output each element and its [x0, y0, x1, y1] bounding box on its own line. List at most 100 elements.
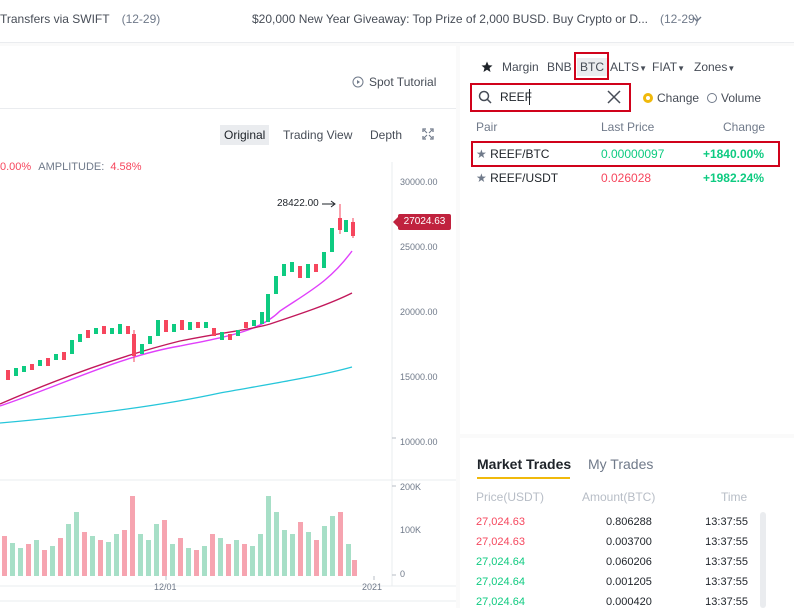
sort-volume-label: Volume: [721, 91, 762, 105]
trade-price: 27,024.64: [476, 596, 525, 608]
trade-price: 27,024.63: [476, 516, 525, 528]
announcement-link-1[interactable]: Transfers via SWIFT (12-29): [0, 12, 160, 26]
spot-tutorial-link[interactable]: Spot Tutorial: [352, 75, 436, 89]
trade-time: 13:37:55: [705, 556, 748, 568]
tab-original[interactable]: Original: [220, 125, 270, 145]
highlight-box: [471, 141, 780, 167]
trade-time: 13:37:55: [705, 596, 748, 608]
pair-last-price: 0.00000097: [601, 147, 665, 161]
radio-selected-icon: [643, 93, 653, 103]
last-price-tag: 27024.63: [393, 214, 451, 230]
pair-change: +1982.24%: [702, 171, 764, 185]
highlight-box: [470, 83, 631, 112]
text-cursor: [529, 89, 530, 105]
radio-unselected-icon: [707, 93, 717, 103]
play-circle-icon: [352, 76, 364, 88]
caret-down-icon: ▼: [639, 64, 648, 73]
trade-row: 27,024.63 0.806288 13:37:55: [476, 516, 748, 528]
ma99-line: [0, 366, 353, 424]
tab-trading-view[interactable]: Trading View: [283, 128, 353, 142]
trade-price: 27,024.64: [476, 556, 525, 568]
star-icon[interactable]: ★: [476, 171, 487, 185]
active-tab-indicator: [477, 477, 570, 479]
trade-row: 27,024.64 0.060206 13:37:55: [476, 556, 748, 568]
price-axis-label: 20000.00: [400, 307, 438, 317]
amplitude-label: AMPLITUDE:: [38, 161, 105, 173]
segment-bnb[interactable]: BNB: [547, 60, 572, 74]
high-arrow: [330, 200, 336, 208]
segment-fiat[interactable]: FIAT▼: [652, 60, 685, 74]
announcement-link-2[interactable]: $20,000 New Year Giveaway: Top Prize of …: [252, 12, 699, 26]
tab-market-trades[interactable]: Market Trades: [477, 456, 572, 472]
column-pair[interactable]: Pair: [476, 120, 498, 134]
column-amount: Amount(BTC): [582, 490, 656, 504]
volume-axis-label: 100K: [400, 525, 422, 535]
star-icon[interactable]: ★: [476, 147, 487, 161]
announcement-text: $20,000 New Year Giveaway: Top Prize of …: [252, 12, 648, 26]
pair-change: +1840.00%: [702, 147, 764, 161]
price-axis-label: 10000.00: [400, 437, 438, 447]
spot-tutorial-label: Spot Tutorial: [369, 75, 437, 89]
search-input[interactable]: REEF: [500, 90, 533, 104]
pair-name: REEF/USDT: [490, 171, 559, 185]
trade-amount: 0.060206: [606, 556, 652, 568]
segment-btc[interactable]: BTC: [577, 58, 607, 76]
trade-time: 13:37:55: [705, 516, 748, 528]
pair-name: REEF/BTC: [490, 147, 550, 161]
column-time: Time: [721, 490, 748, 504]
trades-panel: [460, 438, 794, 608]
trade-row: 27,024.63 0.003700 13:37:55: [476, 536, 748, 548]
column-change[interactable]: Change: [723, 120, 766, 134]
column-last-price[interactable]: Last Price: [601, 120, 655, 134]
sort-change-radio[interactable]: Change: [643, 91, 699, 105]
star-icon[interactable]: [481, 61, 493, 73]
segment-alts-label: ALTS: [610, 60, 640, 74]
fullscreen-icon[interactable]: [422, 128, 434, 140]
column-price: Price(USDT): [476, 490, 544, 504]
trades-scrollbar[interactable]: [760, 512, 766, 608]
search-icon: [478, 90, 492, 104]
announcement-date: (12-29): [121, 12, 161, 26]
trade-amount: 0.806288: [606, 516, 652, 528]
time-axis-label: 2021: [362, 582, 383, 592]
caret-down-icon: ▼: [727, 64, 736, 73]
pair-last-price: 0.026028: [601, 171, 652, 185]
announcement-date: (12-29): [659, 12, 699, 26]
sort-change-label: Change: [657, 91, 700, 105]
price-axis-label: 25000.00: [400, 242, 438, 252]
candlestick-chart[interactable]: [0, 46, 456, 608]
tab-depth[interactable]: Depth: [370, 128, 403, 142]
volume-axis-label: 200K: [400, 482, 422, 492]
stats-line: 0.00% AMPLITUDE: 4.58%: [0, 161, 142, 173]
segment-margin[interactable]: Margin: [502, 60, 539, 74]
segment-zones-label: Zones: [694, 60, 728, 74]
amplitude-value: 4.58%: [110, 161, 142, 173]
pair-row[interactable]: ★ REEF/USDT 0.026028 +1982.24%: [476, 171, 766, 185]
trade-amount: 0.000420: [606, 596, 652, 608]
price-axis-label: 30000.00: [400, 177, 438, 187]
announcement-bar: Transfers via SWIFT (12-29) $20,000 New Y…: [0, 0, 794, 43]
trade-row: 27,024.64 0.001205 13:37:55: [476, 576, 748, 588]
trade-price: 27,024.64: [476, 576, 525, 588]
trade-amount: 0.001205: [606, 576, 652, 588]
trade-row: 27,024.64 0.000420 13:37:55: [476, 596, 748, 608]
trade-time: 13:37:55: [705, 576, 748, 588]
sort-volume-radio[interactable]: Volume: [707, 91, 761, 105]
time-axis-label: 12/01: [154, 582, 177, 592]
divider: [0, 108, 456, 109]
segment-fiat-label: FIAT: [652, 60, 678, 74]
clear-icon[interactable]: [607, 90, 621, 104]
pair-row[interactable]: ★ REEF/BTC 0.00000097 +1840.00%: [476, 147, 766, 161]
chevron-down-icon[interactable]: [690, 12, 704, 26]
volume-axis-label: 0: [400, 569, 406, 579]
trade-price: 27,024.63: [476, 536, 525, 548]
high-price-annotation: 28422.00: [277, 198, 319, 209]
price-axis-label: 15000.00: [400, 372, 438, 382]
trade-time: 13:37:55: [705, 536, 748, 548]
segment-alts[interactable]: ALTS▼: [610, 60, 647, 74]
tab-my-trades[interactable]: My Trades: [588, 456, 654, 472]
highlight-box: [574, 52, 609, 80]
segment-zones[interactable]: Zones▼: [694, 60, 735, 74]
caret-down-icon: ▼: [677, 64, 686, 73]
announcement-text: Transfers via SWIFT: [0, 12, 110, 26]
